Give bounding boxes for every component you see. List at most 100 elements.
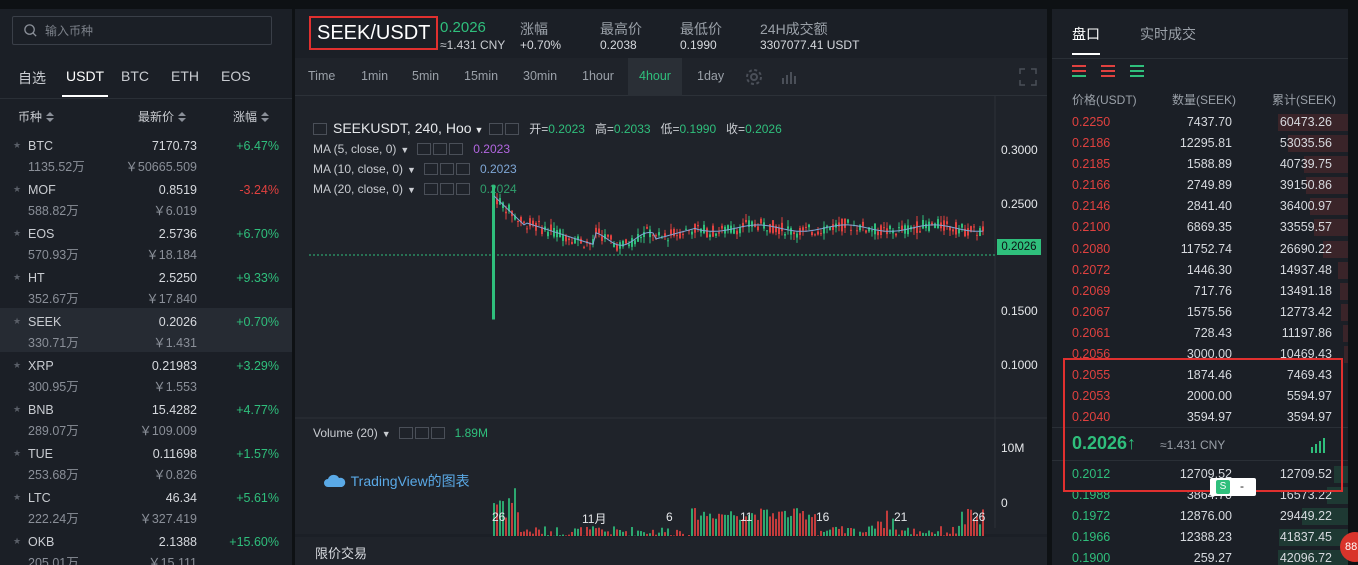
ma-close-icon[interactable] bbox=[449, 143, 464, 155]
list-item[interactable]: ★ BNB 289.07万 15.4282 ￥109.009 +4.77% bbox=[0, 396, 292, 440]
ask-row[interactable]: 0.2061 728.43 11197.86 bbox=[1052, 323, 1358, 344]
bid-row[interactable]: 0.1966 12388.23 41837.45 bbox=[1052, 527, 1358, 548]
tab-trades[interactable]: 实时成交 bbox=[1140, 26, 1196, 42]
ask-row[interactable]: 0.2072 1446.30 14937.48 bbox=[1052, 260, 1358, 281]
chevron-down-icon[interactable]: ▼ bbox=[407, 165, 416, 175]
tab-favorites[interactable]: 自选 bbox=[18, 70, 46, 86]
chevron-down-icon[interactable]: ▼ bbox=[407, 185, 416, 195]
ma10-legend[interactable]: MA (10, close, 0) ▼ 0.2023 bbox=[313, 162, 517, 176]
legend-settings-icon[interactable] bbox=[489, 123, 504, 135]
star-icon[interactable]: ★ bbox=[13, 272, 22, 282]
bid-row[interactable]: 0.1972 12876.00 29449.22 bbox=[1052, 506, 1358, 527]
ma-settings-icon[interactable] bbox=[439, 183, 454, 195]
interval-30min[interactable]: 30min bbox=[523, 69, 558, 83]
indicators-icon[interactable] bbox=[781, 69, 799, 85]
vol-settings-icon[interactable] bbox=[414, 427, 429, 439]
limit-order-tab[interactable]: 限价交易 bbox=[315, 546, 368, 561]
chevron-down-icon[interactable]: ▼ bbox=[381, 429, 391, 439]
order-qty: 12876.00 bbox=[1179, 509, 1232, 524]
list-item[interactable]: ★ TUE 253.68万 0.11698 ￥0.826 +1.57% bbox=[0, 440, 292, 484]
volume-value: 3307077.41 USDT bbox=[760, 38, 860, 52]
ma-settings-icon[interactable] bbox=[433, 143, 448, 155]
tab-orderbook[interactable]: 盘口 bbox=[1072, 26, 1100, 55]
legend-settings-icon[interactable] bbox=[505, 123, 520, 135]
ask-row[interactable]: 0.2166 2749.89 39150.86 bbox=[1052, 175, 1358, 196]
tradingview-watermark[interactable]: TradingView的图表 bbox=[323, 471, 470, 491]
ma-settings-icon[interactable] bbox=[423, 163, 438, 175]
list-item[interactable]: ★ MOF 588.82万 0.8519 ￥6.019 -3.24% bbox=[0, 176, 292, 220]
list-item[interactable]: ★ LTC 222.24万 46.34 ￥327.419 +5.61% bbox=[0, 484, 292, 528]
interval-4hour[interactable]: 4hour bbox=[639, 69, 671, 83]
chart-symbol[interactable]: SEEKUSDT, 240, Hoo bbox=[333, 120, 472, 136]
interval-time[interactable]: Time bbox=[308, 69, 336, 83]
list-item[interactable]: ★ HT 352.67万 2.5250 ￥17.840 +9.33% bbox=[0, 264, 292, 308]
star-icon[interactable]: ★ bbox=[13, 140, 22, 150]
ma-close-icon[interactable] bbox=[455, 163, 470, 175]
interval-15min[interactable]: 15min bbox=[464, 69, 499, 83]
asks-only-icon[interactable] bbox=[1101, 65, 1115, 77]
chevron-down-icon[interactable]: ▼ bbox=[400, 145, 410, 155]
ask-row[interactable]: 0.2250 7437.70 60473.26 bbox=[1052, 112, 1358, 133]
volume-bar bbox=[733, 515, 735, 536]
ask-row[interactable]: 0.2186 12295.81 53035.56 bbox=[1052, 133, 1358, 154]
interval-5min[interactable]: 5min bbox=[412, 69, 440, 83]
ma-settings-icon[interactable] bbox=[423, 183, 438, 195]
ma5-legend[interactable]: MA (5, close, 0) ▼ 0.2023 bbox=[313, 142, 510, 156]
sort-coin-header[interactable]: 币种 bbox=[18, 108, 55, 125]
tab-eos[interactable]: EOS bbox=[221, 68, 251, 84]
list-item[interactable]: ★ XRP 300.95万 0.21983 ￥1.553 +3.29% bbox=[0, 352, 292, 396]
ask-row[interactable]: 0.2067 1575.56 12773.42 bbox=[1052, 302, 1358, 323]
vol-close-icon[interactable] bbox=[430, 427, 445, 439]
interval-1day[interactable]: 1day bbox=[697, 69, 725, 83]
collapse-legend-icon[interactable] bbox=[313, 123, 327, 135]
ask-row[interactable]: 0.2146 2841.40 36400.97 bbox=[1052, 196, 1358, 217]
tab-eth[interactable]: ETH bbox=[171, 68, 199, 84]
chevron-down-icon[interactable]: ▼ bbox=[474, 125, 484, 135]
bids-only-icon[interactable] bbox=[1130, 65, 1144, 77]
volume-bar bbox=[820, 530, 822, 536]
tab-btc[interactable]: BTC bbox=[121, 68, 149, 84]
search-input[interactable] bbox=[45, 21, 265, 41]
sort-change-header[interactable]: 涨幅 bbox=[233, 108, 270, 125]
star-icon[interactable]: ★ bbox=[13, 360, 22, 370]
floating-popup[interactable]: S - bbox=[1210, 478, 1256, 496]
candlestick-chart[interactable] bbox=[295, 96, 1047, 536]
star-icon[interactable]: ★ bbox=[13, 228, 22, 238]
star-icon[interactable]: ★ bbox=[13, 492, 22, 502]
volume-bar bbox=[805, 519, 807, 536]
list-item[interactable]: ★ BTC 1135.52万 7170.73 ￥50665.509 +6.47% bbox=[0, 132, 292, 176]
search-box[interactable] bbox=[12, 16, 272, 45]
ma20-legend[interactable]: MA (20, close, 0) ▼ 0.2024 bbox=[313, 182, 517, 196]
list-item-selected[interactable]: ★ SEEK 330.71万 0.2026 ￥1.431 +0.70% bbox=[0, 308, 292, 352]
notification-badge[interactable]: 88 bbox=[1340, 532, 1358, 562]
page-scrollbar[interactable] bbox=[1348, 9, 1358, 565]
sort-price-header[interactable]: 最新价 bbox=[138, 108, 187, 125]
star-icon[interactable]: ★ bbox=[13, 404, 22, 414]
ma-settings-icon[interactable] bbox=[439, 163, 454, 175]
star-icon[interactable]: ★ bbox=[13, 536, 22, 546]
fullscreen-icon[interactable] bbox=[1019, 68, 1037, 86]
minus-icon[interactable]: - bbox=[1240, 479, 1244, 493]
vol-settings-icon[interactable] bbox=[398, 427, 413, 439]
star-icon[interactable]: ★ bbox=[13, 448, 22, 458]
candle-body bbox=[757, 226, 759, 231]
list-item[interactable]: ★ EOS 570.93万 2.5736 ￥18.184 +6.70% bbox=[0, 220, 292, 264]
ask-row[interactable]: 0.2080 11752.74 26690.22 bbox=[1052, 239, 1358, 260]
ask-row[interactable]: 0.2185 1588.89 40739.75 bbox=[1052, 154, 1358, 175]
ask-row[interactable]: 0.2069 717.76 13491.18 bbox=[1052, 281, 1358, 302]
ma-close-icon[interactable] bbox=[455, 183, 470, 195]
bid-row[interactable]: 0.2012 12709.52 12709.52 bbox=[1052, 464, 1358, 485]
ask-row[interactable]: 0.2100 6869.35 33559.57 bbox=[1052, 217, 1358, 238]
tab-usdt[interactable]: USDT bbox=[61, 68, 109, 97]
star-icon[interactable]: ★ bbox=[13, 184, 22, 194]
star-icon[interactable]: ★ bbox=[13, 316, 22, 326]
list-item[interactable]: ★ OKB 205.01万 2.1388 ￥15.111 +15.60% bbox=[0, 528, 292, 565]
ma-settings-icon[interactable] bbox=[417, 143, 432, 155]
both-sides-icon[interactable] bbox=[1072, 65, 1086, 77]
bid-row[interactable]: 0.1900 259.27 42096.72 bbox=[1052, 548, 1358, 565]
interval-1hour[interactable]: 1hour bbox=[582, 69, 614, 83]
volume-legend[interactable]: Volume (20) ▼ 1.89M bbox=[313, 426, 488, 440]
settings-gear-icon[interactable] bbox=[745, 68, 763, 86]
interval-1min[interactable]: 1min bbox=[361, 69, 389, 83]
ask-row[interactable]: 0.2053 2000.00 5594.97 bbox=[1052, 386, 1358, 407]
